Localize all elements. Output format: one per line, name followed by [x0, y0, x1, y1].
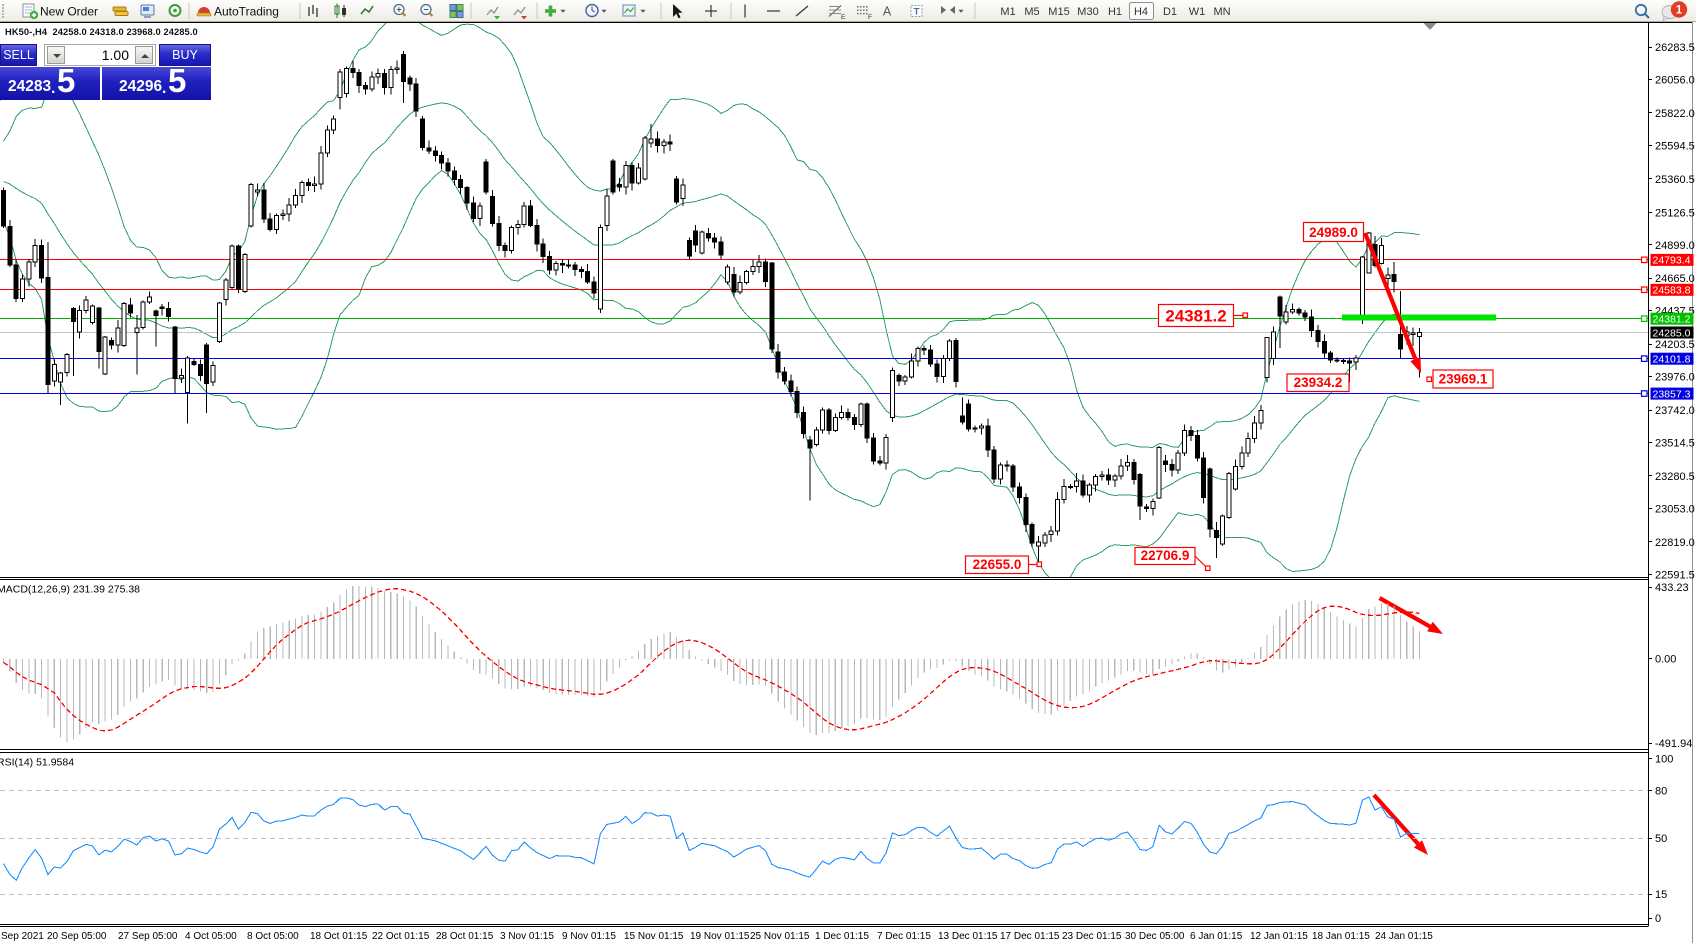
svg-text:23976.0: 23976.0	[1655, 372, 1695, 384]
svg-text:1: 1	[1676, 5, 1683, 17]
svg-text:H1: H1	[1108, 6, 1122, 18]
svg-text:M1: M1	[1000, 6, 1015, 18]
svg-text:23514.5: 23514.5	[1655, 438, 1695, 450]
svg-text:−: −	[423, 5, 428, 15]
svg-text:M30: M30	[1077, 6, 1098, 18]
svg-text:M5: M5	[1024, 6, 1039, 18]
svg-text:23280.5: 23280.5	[1655, 471, 1695, 483]
svg-text:23857.3: 23857.3	[1653, 388, 1691, 400]
svg-text:23 Dec 01:15: 23 Dec 01:15	[1062, 931, 1122, 942]
svg-text:28 Oct 01:15: 28 Oct 01:15	[436, 931, 494, 942]
svg-text:17 Dec 01:15: 17 Dec 01:15	[1000, 931, 1060, 942]
svg-text:W1: W1	[1189, 6, 1206, 18]
svg-text:8 Oct 05:00: 8 Oct 05:00	[247, 931, 299, 942]
svg-text:12 Jan 01:15: 12 Jan 01:15	[1250, 931, 1308, 942]
svg-text:100: 100	[1655, 754, 1673, 766]
svg-text:27 Sep 05:00: 27 Sep 05:00	[118, 931, 178, 942]
svg-text:T: T	[914, 7, 920, 18]
svg-text:24793.4: 24793.4	[1653, 255, 1691, 267]
svg-text:80: 80	[1655, 785, 1667, 797]
svg-text:1 Dec 01:15: 1 Dec 01:15	[815, 931, 869, 942]
svg-text:24381.2: 24381.2	[1653, 314, 1691, 326]
svg-text:E: E	[841, 14, 846, 21]
svg-text:24 Jan 01:15: 24 Jan 01:15	[1375, 931, 1433, 942]
svg-text:24101.8: 24101.8	[1653, 354, 1691, 366]
svg-text:26283.5: 26283.5	[1655, 42, 1695, 54]
svg-text:25126.5: 25126.5	[1655, 207, 1695, 219]
svg-text:24285.0: 24285.0	[1653, 327, 1691, 339]
svg-text:13 Dec 01:15: 13 Dec 01:15	[938, 931, 998, 942]
svg-text:MN: MN	[1213, 6, 1230, 18]
svg-text:7 Dec 01:15: 7 Dec 01:15	[877, 931, 931, 942]
svg-text:4 Oct 05:00: 4 Oct 05:00	[185, 931, 237, 942]
svg-text:+: +	[396, 5, 401, 15]
svg-text:22 Oct 01:15: 22 Oct 01:15	[372, 931, 430, 942]
svg-text:24989.0: 24989.0	[1309, 225, 1358, 240]
svg-text:18 Oct 01:15: 18 Oct 01:15	[310, 931, 368, 942]
svg-text:24381.2: 24381.2	[1165, 307, 1226, 326]
svg-text:433.23: 433.23	[1655, 582, 1689, 594]
svg-text:-491.94: -491.94	[1655, 738, 1692, 750]
svg-text:D1: D1	[1163, 6, 1177, 18]
svg-text:18 Jan 01:15: 18 Jan 01:15	[1312, 931, 1370, 942]
svg-text:23969.1: 23969.1	[1439, 372, 1488, 387]
svg-text:9 Nov 01:15: 9 Nov 01:15	[562, 931, 616, 942]
svg-text:23742.0: 23742.0	[1655, 405, 1695, 417]
svg-text:23053.0: 23053.0	[1655, 504, 1695, 516]
svg-text:F: F	[868, 14, 872, 21]
svg-text:19 Nov 01:15: 19 Nov 01:15	[690, 931, 750, 942]
svg-text:25 Nov 01:15: 25 Nov 01:15	[750, 931, 810, 942]
svg-text:New Order: New Order	[40, 5, 98, 19]
svg-text:0.00: 0.00	[1655, 653, 1676, 665]
svg-text:0: 0	[1655, 913, 1661, 925]
svg-text:MACD(12,26,9) 231.39 275.38: MACD(12,26,9) 231.39 275.38	[0, 584, 140, 596]
svg-text:3 Nov 01:15: 3 Nov 01:15	[500, 931, 554, 942]
svg-text:25594.5: 25594.5	[1655, 140, 1695, 152]
svg-text:22819.0: 22819.0	[1655, 537, 1695, 549]
svg-text:H4: H4	[1134, 6, 1148, 18]
svg-text:22591.5: 22591.5	[1655, 569, 1695, 581]
svg-text:26056.0: 26056.0	[1655, 75, 1695, 87]
svg-text:24665.0: 24665.0	[1655, 273, 1695, 285]
svg-text:15: 15	[1655, 889, 1667, 901]
svg-text:24583.8: 24583.8	[1653, 285, 1691, 297]
svg-text:15 Nov 01:15: 15 Nov 01:15	[624, 931, 684, 942]
svg-text:A: A	[883, 5, 892, 19]
svg-text:25822.0: 25822.0	[1655, 108, 1695, 120]
svg-text:30 Dec 05:00: 30 Dec 05:00	[1125, 931, 1185, 942]
svg-text:25360.5: 25360.5	[1655, 174, 1695, 186]
svg-text:20 Sep 05:00: 20 Sep 05:00	[47, 931, 107, 942]
svg-text:M15: M15	[1048, 6, 1069, 18]
svg-text:22655.0: 22655.0	[973, 557, 1022, 572]
svg-text:22706.9: 22706.9	[1141, 548, 1190, 563]
svg-text:6 Jan 01:15: 6 Jan 01:15	[1190, 931, 1243, 942]
svg-text:24203.5: 24203.5	[1655, 339, 1695, 351]
svg-text:50: 50	[1655, 833, 1667, 845]
svg-text:Sep 2021: Sep 2021	[1, 931, 44, 942]
svg-text:23934.2: 23934.2	[1294, 375, 1343, 390]
svg-text:AutoTrading: AutoTrading	[214, 5, 279, 19]
svg-text:RSI(14) 51.9584: RSI(14) 51.9584	[0, 757, 74, 769]
svg-text:24899.0: 24899.0	[1655, 240, 1695, 252]
